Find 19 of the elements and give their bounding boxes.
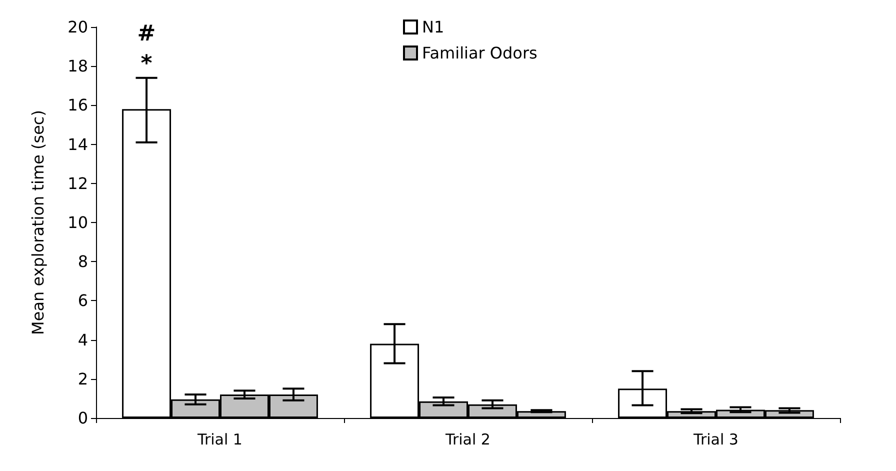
- annotation: #: [137, 21, 156, 46]
- y-tick-label: 14: [68, 134, 88, 154]
- y-tick-label: 12: [68, 174, 88, 193]
- y-axis-title: Mean exploration time (sec): [28, 110, 48, 335]
- y-tick-label: 0: [78, 408, 88, 428]
- legend-label: Familiar Odors: [422, 44, 538, 62]
- y-tick-label: 6: [78, 291, 88, 310]
- y-tick-label: 10: [68, 213, 88, 232]
- y-tick-label: 16: [68, 96, 88, 115]
- y-tick-label: 8: [78, 252, 88, 272]
- x-tick-label: Trial 1: [196, 430, 242, 448]
- y-tick-label: 20: [68, 18, 88, 36]
- annotation: *: [140, 51, 153, 76]
- x-tick-label: Trial 2: [444, 430, 490, 448]
- y-tick-label: 18: [68, 56, 88, 76]
- y-tick-label: 2: [78, 369, 88, 388]
- y-tick-label: 4: [78, 330, 88, 350]
- legend-label: N1: [422, 18, 444, 36]
- x-tick-label: Trial 3: [692, 430, 738, 448]
